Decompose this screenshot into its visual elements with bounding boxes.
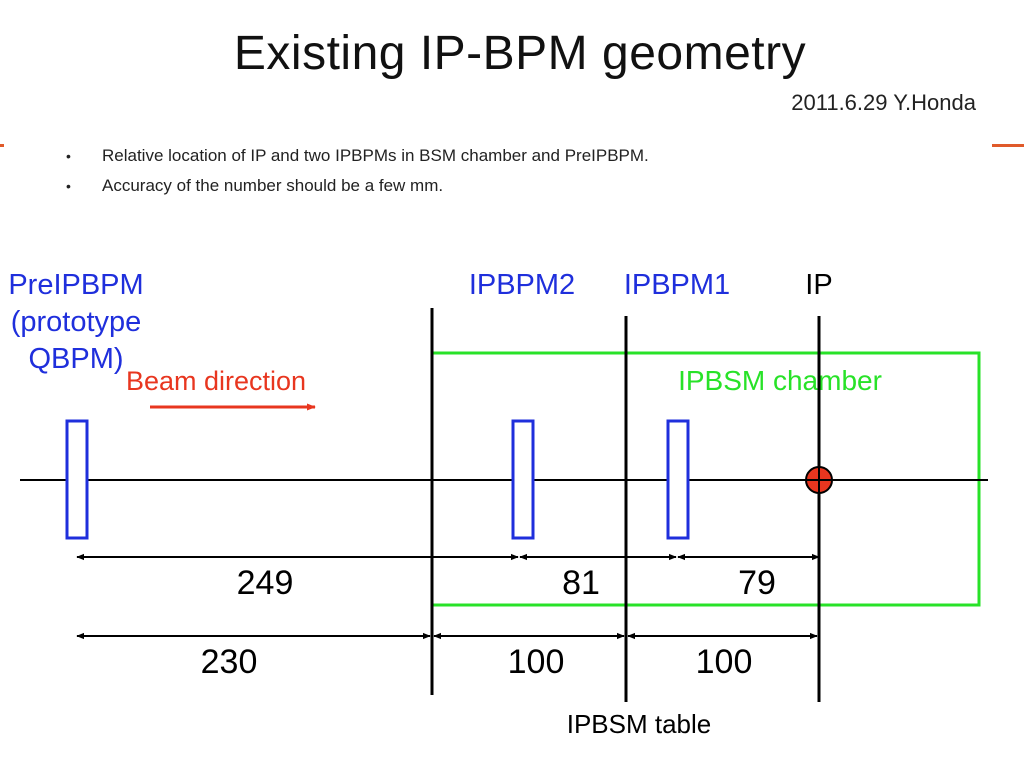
table-label: IPBSM table [567, 709, 712, 739]
page-title: Existing IP-BPM geometry [233, 27, 807, 80]
preipbpm-label-line-2: (prototype [11, 306, 142, 338]
bullet-text: Accuracy of the number should be a few m… [102, 176, 444, 195]
ipbpm1-marker [666, 419, 690, 540]
bullet-dot-icon: • [66, 178, 71, 194]
date-author: 2011.6.29 Y.Honda [791, 90, 976, 115]
bullet-text: Relative location of IP and two IPBPMs i… [102, 146, 649, 165]
beam-direction-label: Beam direction [126, 366, 306, 396]
preipbpm-marker [65, 419, 89, 540]
chamber-label: IPBSM chamber [678, 365, 882, 396]
dimension-value-100-a: 100 [508, 643, 565, 681]
bullet-list: • Relative location of IP and two IPBPMs … [66, 142, 649, 202]
bullet-item: • Relative location of IP and two IPBPMs … [66, 142, 649, 172]
bullet-item: • Accuracy of the number should be a few … [66, 172, 649, 202]
accent-bar-left [0, 144, 4, 147]
bullet-dot-icon: • [66, 148, 71, 164]
ipbpm1-label: IPBPM1 [624, 269, 730, 301]
accent-bar-right [992, 144, 1024, 147]
ipbpm2-label: IPBPM2 [469, 269, 575, 301]
dimension-value-249: 249 [237, 564, 294, 602]
dimension-value-230: 230 [201, 643, 258, 681]
dimension-value-79: 79 [738, 564, 776, 602]
preipbpm-label-line-3: QBPM) [28, 343, 123, 375]
ip-crosshair-icon [805, 466, 833, 494]
dimension-value-100-b: 100 [696, 643, 753, 681]
ipbpm2-marker [511, 419, 535, 540]
dimension-value-81: 81 [562, 564, 600, 602]
ip-label: IP [805, 269, 832, 301]
preipbpm-label-line-1: PreIPBPM [8, 269, 143, 301]
